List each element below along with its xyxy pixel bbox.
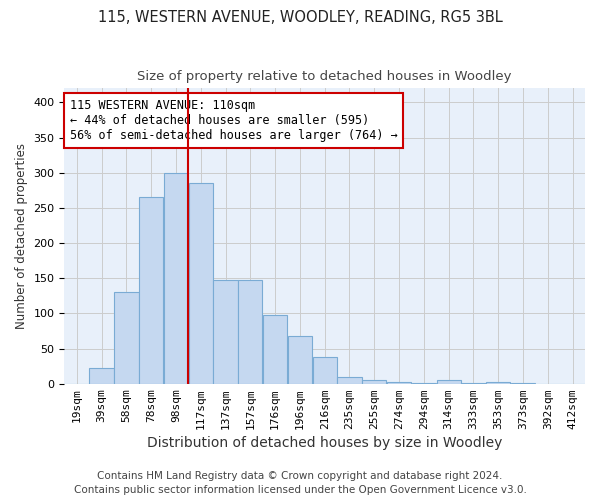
Bar	[89, 368, 114, 384]
Bar	[164, 172, 188, 384]
Bar	[114, 292, 139, 384]
Bar	[313, 357, 337, 384]
Bar	[214, 280, 238, 384]
X-axis label: Distribution of detached houses by size in Woodley: Distribution of detached houses by size …	[147, 436, 502, 450]
Bar	[139, 198, 163, 384]
Bar	[437, 380, 461, 384]
Bar	[511, 383, 535, 384]
Bar	[238, 280, 262, 384]
Text: 115 WESTERN AVENUE: 110sqm
← 44% of detached houses are smaller (595)
56% of sem: 115 WESTERN AVENUE: 110sqm ← 44% of deta…	[70, 98, 397, 142]
Bar	[461, 383, 485, 384]
Y-axis label: Number of detached properties: Number of detached properties	[15, 143, 28, 329]
Bar	[412, 383, 436, 384]
Bar	[288, 336, 312, 384]
Bar	[188, 184, 213, 384]
Title: Size of property relative to detached houses in Woodley: Size of property relative to detached ho…	[137, 70, 512, 83]
Bar	[263, 315, 287, 384]
Text: 115, WESTERN AVENUE, WOODLEY, READING, RG5 3BL: 115, WESTERN AVENUE, WOODLEY, READING, R…	[98, 10, 502, 25]
Bar	[337, 378, 362, 384]
Bar	[362, 380, 386, 384]
Text: Contains HM Land Registry data © Crown copyright and database right 2024.
Contai: Contains HM Land Registry data © Crown c…	[74, 471, 526, 495]
Bar	[486, 382, 511, 384]
Bar	[387, 382, 411, 384]
